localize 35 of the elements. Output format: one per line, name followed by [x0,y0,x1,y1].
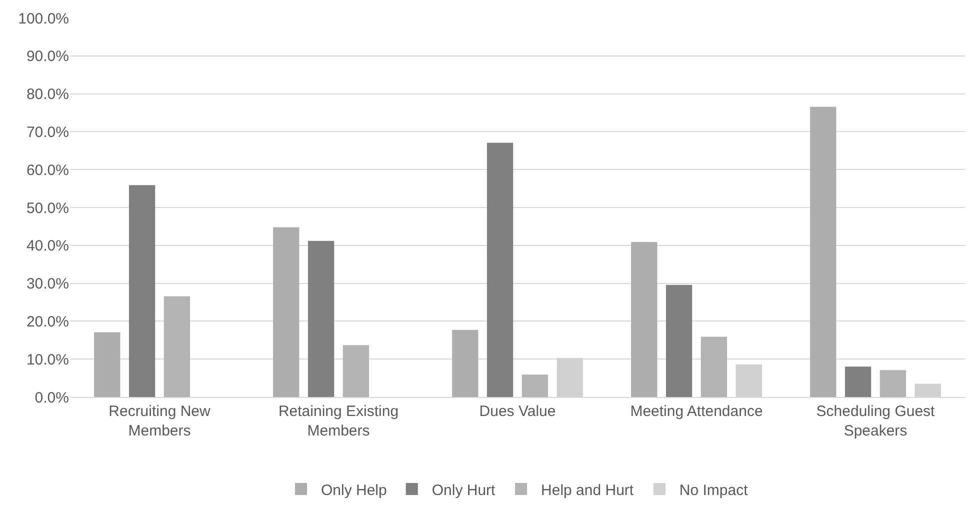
bar [342,345,370,397]
y-tick-label: 30.0% [26,276,69,293]
bar [700,336,728,397]
bar [844,366,872,397]
bar [522,374,548,397]
bar [810,106,836,397]
bar [308,240,334,397]
y-tick-label: 20.0% [26,313,69,330]
y-tick-label: 40.0% [26,238,69,255]
bar [666,284,692,397]
bar [631,242,658,397]
legend-label: No Impact [679,482,749,499]
bar [94,332,120,397]
legend-label: Only Help [321,482,387,499]
bar [164,296,190,397]
bar [880,370,906,397]
legend-label: Only Hurt [432,482,496,499]
y-tick-label: 80.0% [26,86,69,104]
y-tick-label: 70.0% [26,124,69,141]
bar [273,227,300,397]
y-tick-label: 10.0% [26,351,69,368]
bar [486,142,514,397]
y-tick-label: 90.0% [26,48,69,66]
x-tick-label: Meeting Attendance [630,403,763,420]
y-tick-label: 60.0% [26,162,69,179]
y-tick-label: 50.0% [26,200,69,217]
x-tick-label: Dues Value [479,403,556,420]
x-tick-label: Retaining Existing Members [278,403,399,440]
x-tick-label: Scheduling Guest Speakers [816,403,936,440]
y-tick-label: 0.0% [34,389,69,406]
x-tick-label: Recruiting New Members [108,403,211,440]
bar [128,185,156,397]
legend-label: Help and Hurt [541,482,634,499]
y-tick-label: 100.0% [18,10,69,28]
bar [452,330,478,397]
